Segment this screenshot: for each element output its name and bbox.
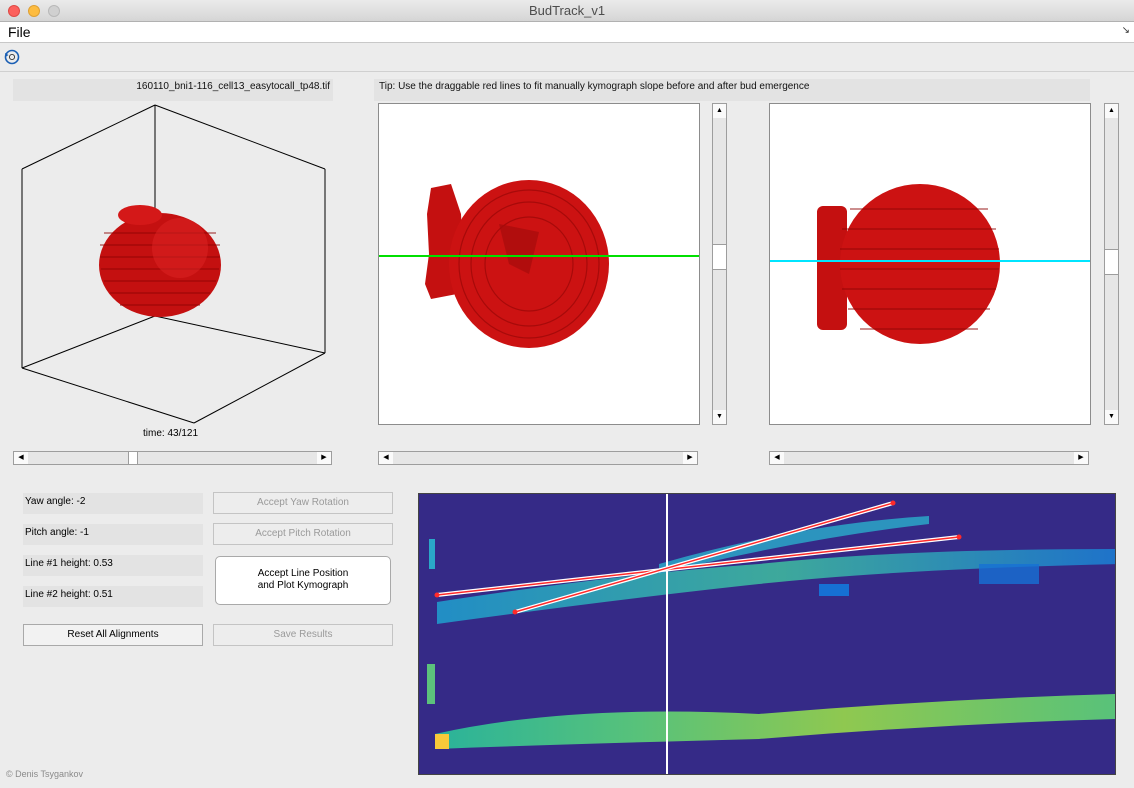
fit-line-2: [512, 500, 896, 615]
accept-pitch-rotation-button[interactable]: Accept Pitch Rotation: [213, 523, 393, 545]
menu-bar: File ↘: [0, 22, 1134, 43]
down-arrow-icon[interactable]: ▼: [1105, 410, 1118, 424]
right-arrow-icon[interactable]: ▶: [1074, 452, 1088, 464]
zoom-window-button[interactable]: [48, 5, 60, 17]
reset-all-alignments-button[interactable]: Reset All Alignments: [23, 624, 203, 646]
fit-line-1: [434, 534, 962, 598]
left-arrow-icon[interactable]: ◀: [770, 452, 784, 464]
left-arrow-icon[interactable]: ◀: [379, 452, 393, 464]
cell-side-view-1: [425, 180, 609, 348]
time-label: time: 43/121: [143, 428, 199, 439]
fit-line-2-handle-end: [890, 500, 896, 506]
side-view-1-slider-thumb[interactable]: [713, 244, 726, 270]
side-view-1-axes[interactable]: [378, 103, 700, 425]
side-view-1-vertical-slider[interactable]: ▲ ▼: [712, 103, 727, 425]
toolbar: [0, 43, 1134, 72]
time-slider-right-arrow[interactable]: ▶: [317, 452, 331, 464]
rotate-3d-icon[interactable]: [3, 48, 21, 66]
fit-line-2-handle-start: [512, 609, 518, 615]
kymograph-lower-band: [427, 664, 1115, 749]
pitch-angle-label: Pitch angle: -1: [23, 524, 203, 545]
menu-file[interactable]: File: [8, 24, 31, 40]
accept-line-position-label-2: and Plot Kymograph: [257, 580, 349, 591]
side-view-2-horizontal-slider[interactable]: ◀ ▶: [769, 451, 1089, 465]
kymograph-upper-band: [429, 516, 1115, 624]
time-slider-thumb[interactable]: [128, 452, 138, 464]
credit-label: © Denis Tsygankov: [6, 769, 84, 779]
minimize-window-button[interactable]: [28, 5, 40, 17]
line-1-height-label: Line #1 height: 0.53: [23, 555, 203, 576]
fit-line-1-handle-end: [956, 534, 962, 540]
filename-label: 160110_bni1-116_cell13_easytocall_tp48.t…: [13, 79, 333, 101]
cell-3d-render: [99, 205, 221, 317]
up-arrow-icon[interactable]: ▲: [1105, 104, 1118, 118]
accept-line-position-button[interactable]: Accept Line Position and Plot Kymograph: [215, 556, 391, 605]
line-2-height-label: Line #2 height: 0.51: [23, 586, 203, 607]
close-window-button[interactable]: [8, 5, 20, 17]
side-view-2-slider-thumb[interactable]: [1105, 249, 1118, 275]
accept-line-position-label-1: Accept Line Position: [257, 568, 349, 579]
right-arrow-icon[interactable]: ▶: [683, 452, 697, 464]
time-slider-left-arrow[interactable]: ◀: [14, 452, 28, 464]
tip-label: Tip: Use the draggable red lines to fit …: [374, 79, 1090, 101]
save-results-button[interactable]: Save Results: [213, 624, 393, 646]
yaw-angle-label: Yaw angle: -2: [23, 493, 203, 514]
up-arrow-icon[interactable]: ▲: [713, 104, 726, 118]
menubar-overflow-icon[interactable]: ↘: [1121, 25, 1130, 36]
time-slider[interactable]: ◀ ▶: [13, 451, 332, 465]
cell-side-view-2: [817, 184, 1000, 344]
accept-yaw-rotation-button[interactable]: Accept Yaw Rotation: [213, 492, 393, 514]
side-view-2-vertical-slider[interactable]: ▲ ▼: [1104, 103, 1119, 425]
down-arrow-icon[interactable]: ▼: [713, 410, 726, 424]
side-view-1-horizontal-slider[interactable]: ◀ ▶: [378, 451, 698, 465]
kymograph-plot[interactable]: [418, 493, 1116, 775]
side-view-2-axes[interactable]: [769, 103, 1091, 425]
window-title: BudTrack_v1: [528, 3, 606, 18]
fit-line-1-handle-start: [434, 592, 440, 598]
title-bar: BudTrack_v1: [0, 0, 1134, 22]
view-3d-axes[interactable]: [20, 103, 330, 425]
